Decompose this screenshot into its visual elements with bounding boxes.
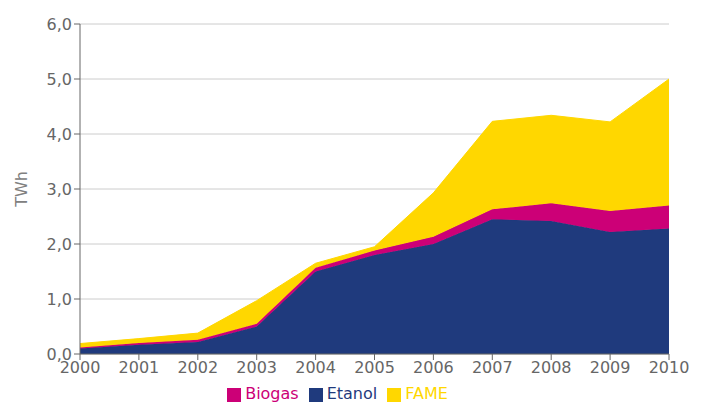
svg-text:2003: 2003 [236,358,277,377]
svg-text:0,0: 0,0 [47,345,72,364]
html-text:Biogas: Biogas [245,384,299,403]
svg-text:1,0: 1,0 [47,290,72,309]
svg-text:2001: 2001 [119,358,160,377]
html-text:FAME: FAME [405,384,448,403]
svg-text:2005: 2005 [354,358,395,377]
svg-text:2009: 2009 [590,358,631,377]
svg-text:5,0: 5,0 [47,70,72,89]
svg-text:2006: 2006 [413,358,454,377]
svg-text:2008: 2008 [531,358,572,377]
svg-text:2000: 2000 [59,358,101,378]
html-text:Etanol: Etanol [326,384,378,403]
svg-text:2,0: 2,0 [47,235,72,254]
svg-text:2002: 2002 [177,358,218,377]
svg-text:2007: 2007 [472,358,513,377]
svg-text:6,0: 6,0 [47,15,72,34]
svg-text:2010: 2010 [649,358,690,377]
svg-text:TWh: TWh [12,171,31,208]
svg-text:2004: 2004 [295,358,336,377]
svg-text:3,0: 3,0 [47,180,72,199]
svg-text:4,0: 4,0 [47,125,72,144]
